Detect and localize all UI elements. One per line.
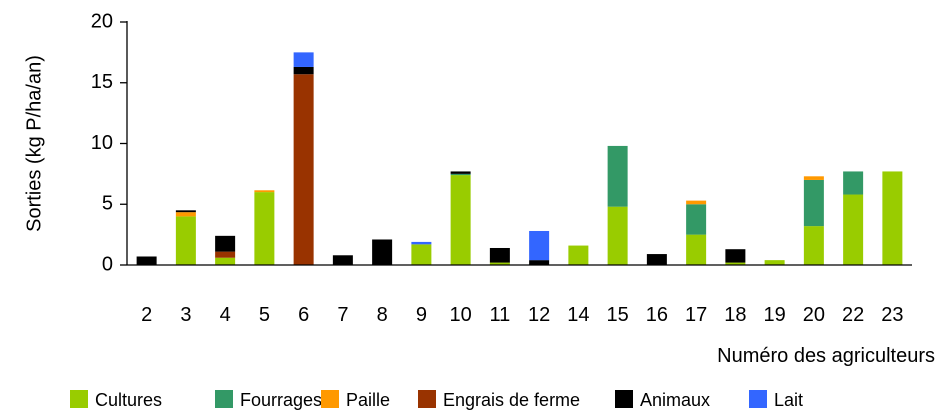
legend-label-lait: Lait — [774, 390, 803, 410]
x-tick-label: 11 — [489, 304, 510, 326]
bar-segment-animaux-11 — [489, 247, 510, 263]
y-axis-title: Sorties (kg P/ha/an) — [23, 55, 45, 232]
bars — [136, 52, 903, 266]
legend-label-engrais-de-ferme: Engrais de ferme — [443, 390, 580, 410]
y-tick-label: 15 — [91, 71, 113, 93]
bar-segment-cultures-11 — [489, 262, 510, 265]
bar-segment-lait-6 — [293, 52, 314, 67]
bar-segment-cultures-10 — [450, 175, 471, 265]
bar-segment-animaux-3 — [175, 210, 196, 213]
legend-label-paille: Paille — [346, 390, 390, 410]
x-tick-label: 22 — [842, 304, 864, 326]
legend-swatch-engrais-de-ferme — [418, 390, 436, 408]
x-tick-label: 8 — [377, 304, 388, 326]
x-tick-label: 12 — [528, 304, 550, 326]
bar-segment-animaux-8 — [372, 239, 393, 265]
x-tick-label: 5 — [259, 304, 270, 326]
bar-segment-animaux-7 — [332, 255, 353, 265]
y-tick-label: 20 — [91, 10, 113, 32]
bar-segment-cultures-22 — [843, 194, 864, 265]
y-tick-label: 5 — [102, 193, 113, 215]
bar-segment-paille-5 — [254, 190, 275, 193]
x-tick-label: 10 — [450, 304, 472, 326]
bar-segment-cultures-15 — [607, 206, 628, 265]
bar-segment-animaux-18 — [725, 249, 746, 263]
x-axis-ticks: 2 3 4 5 6 7 8 9 10 11 12 14 15 16 17 18 19 20 22 23 — [141, 304, 903, 326]
x-tick-label: 3 — [180, 304, 191, 326]
bar-segment-paille-17 — [686, 200, 707, 205]
bar-segment-cultures-14 — [568, 245, 589, 265]
legend-label-animaux: Animaux — [640, 390, 710, 410]
bar-segment-cultures-3 — [175, 216, 196, 265]
bar-segment-animaux-10 — [450, 171, 471, 174]
y-tick-label: 0 — [102, 253, 113, 275]
bar-segment-animaux-16 — [646, 254, 667, 265]
legend: Cultures Fourrages Paille Engrais de ferme A… — [70, 390, 803, 410]
x-tick-label: 14 — [567, 304, 589, 326]
x-tick-label: 19 — [764, 304, 786, 326]
bar-segment-fourrages-10 — [450, 173, 471, 176]
bar-segment-animaux-4 — [215, 235, 236, 252]
y-axis-ticks: 0 5 10 15 20 — [91, 10, 127, 275]
bar-segment-animaux-2 — [136, 256, 157, 265]
legend-label-cultures: Cultures — [95, 390, 162, 410]
bar-segment-engrais-de-ferme-6 — [293, 74, 314, 266]
x-tick-label: 18 — [724, 304, 746, 326]
bar-segment-cultures-9 — [411, 244, 432, 265]
bar-segment-paille-3 — [175, 212, 196, 217]
bar-segment-paille-20 — [803, 176, 824, 180]
bar-segment-fourrages-22 — [843, 171, 864, 195]
legend-swatch-animaux — [615, 390, 633, 408]
legend-swatch-cultures — [70, 390, 88, 408]
bar-segment-animaux-12 — [529, 260, 550, 265]
x-tick-label: 17 — [685, 304, 707, 326]
bar-segment-cultures-5 — [254, 192, 275, 265]
bar-segment-fourrages-17 — [686, 204, 707, 235]
x-tick-label: 4 — [220, 304, 231, 326]
x-tick-label: 15 — [607, 304, 629, 326]
legend-swatch-fourrages — [215, 390, 233, 408]
x-tick-label: 23 — [881, 304, 903, 326]
x-tick-label: 6 — [298, 304, 309, 326]
bar-segment-engrais-de-ferme-4 — [215, 251, 236, 258]
bar-segment-lait-9 — [411, 241, 432, 245]
y-tick-label: 10 — [91, 132, 113, 154]
bar-segment-fourrages-15 — [607, 145, 628, 207]
x-tick-label: 16 — [646, 304, 668, 326]
legend-label-fourrages: Fourrages — [240, 390, 322, 410]
x-tick-label: 9 — [416, 304, 427, 326]
y-axis-title-group: Sorties (kg P/ha/an) — [23, 55, 45, 232]
x-tick-label: 2 — [141, 304, 152, 326]
bar-segment-animaux-6 — [293, 66, 314, 75]
legend-swatch-lait — [749, 390, 767, 408]
bar-segment-cultures-18 — [725, 262, 746, 265]
x-tick-label: 20 — [803, 304, 825, 326]
legend-swatch-paille — [321, 390, 339, 408]
x-tick-label: 7 — [337, 304, 348, 326]
bar-segment-cultures-20 — [803, 226, 824, 265]
axes — [126, 21, 912, 266]
bar-segment-cultures-23 — [882, 171, 903, 265]
bar-segment-cultures-17 — [686, 234, 707, 265]
bar-segment-cultures-19 — [764, 260, 785, 265]
bar-segment-lait-12 — [529, 230, 550, 261]
bar-segment-fourrages-20 — [803, 179, 824, 227]
x-axis-title: Numéro des agriculteurs — [717, 345, 935, 367]
bar-segment-cultures-4 — [215, 257, 236, 265]
